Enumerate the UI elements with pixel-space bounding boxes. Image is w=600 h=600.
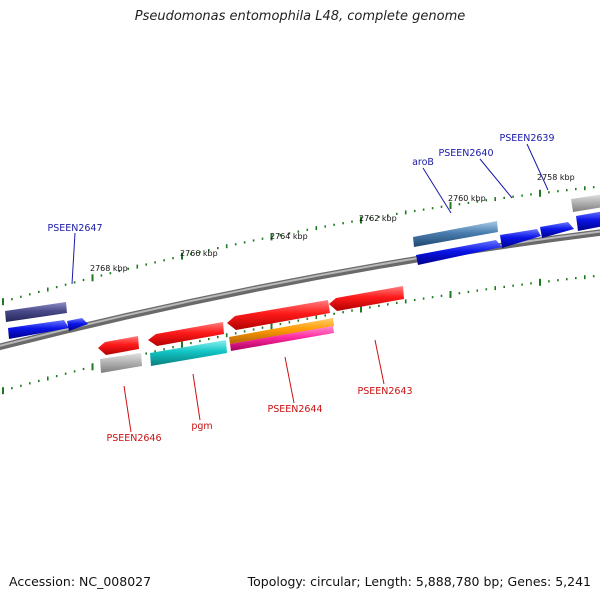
gene-label[interactable]: PSEEN2643 <box>357 386 412 397</box>
gene-feature[interactable] <box>329 286 404 311</box>
genome-title: Pseudomonas entomophila L48, complete ge… <box>134 9 466 24</box>
scale-label: 2762 kbp <box>359 214 397 223</box>
gene-feature[interactable] <box>5 302 67 322</box>
scale-label: 2766 kbp <box>180 249 218 258</box>
gene-feature[interactable] <box>98 336 139 355</box>
gene-feature[interactable] <box>571 194 600 212</box>
gene-feature[interactable] <box>500 229 541 248</box>
gene-feature[interactable] <box>413 221 498 247</box>
leader-line <box>374 339 385 385</box>
leader-line <box>71 232 76 285</box>
leader-line <box>422 167 452 214</box>
scale-label: 2764 kbp <box>270 232 308 241</box>
leader-line <box>284 356 295 404</box>
gene-label[interactable]: PSEEN2646 <box>106 433 161 444</box>
gene-feature[interactable] <box>416 240 502 265</box>
gene-feature[interactable] <box>230 326 334 351</box>
gene-feature[interactable] <box>229 318 334 344</box>
leader-line <box>192 373 201 421</box>
scale-label: 2758 kbp <box>537 173 575 182</box>
genome-summary-text: Topology: circular; Length: 5,888,780 bp… <box>247 574 591 589</box>
gene-feature[interactable] <box>67 318 88 331</box>
gene-label[interactable]: aroB <box>412 157 434 168</box>
scale-label: 2768 kbp <box>90 264 128 273</box>
gene-feature[interactable] <box>148 322 224 346</box>
gene-feature[interactable] <box>100 353 142 373</box>
accession-text: Accession: NC_008027 <box>9 574 152 589</box>
gene-feature[interactable] <box>8 320 69 339</box>
gene-label[interactable]: PSEEN2647 <box>47 223 102 234</box>
scale-label: 2760 kbp <box>448 194 486 203</box>
gene-feature[interactable] <box>576 211 600 231</box>
gene-label[interactable]: PSEEN2644 <box>267 404 322 415</box>
leader-line <box>526 143 549 191</box>
leader-line <box>479 158 513 199</box>
leader-line <box>123 385 132 433</box>
gene-feature[interactable] <box>540 222 574 238</box>
gene-label[interactable]: PSEEN2639 <box>499 133 554 144</box>
gene-label[interactable]: pgm <box>191 421 212 432</box>
gene-label[interactable]: PSEEN2640 <box>438 148 493 159</box>
gene-feature[interactable] <box>150 340 227 366</box>
scale-ticks-top <box>2 186 595 306</box>
gene-feature[interactable] <box>227 300 330 330</box>
